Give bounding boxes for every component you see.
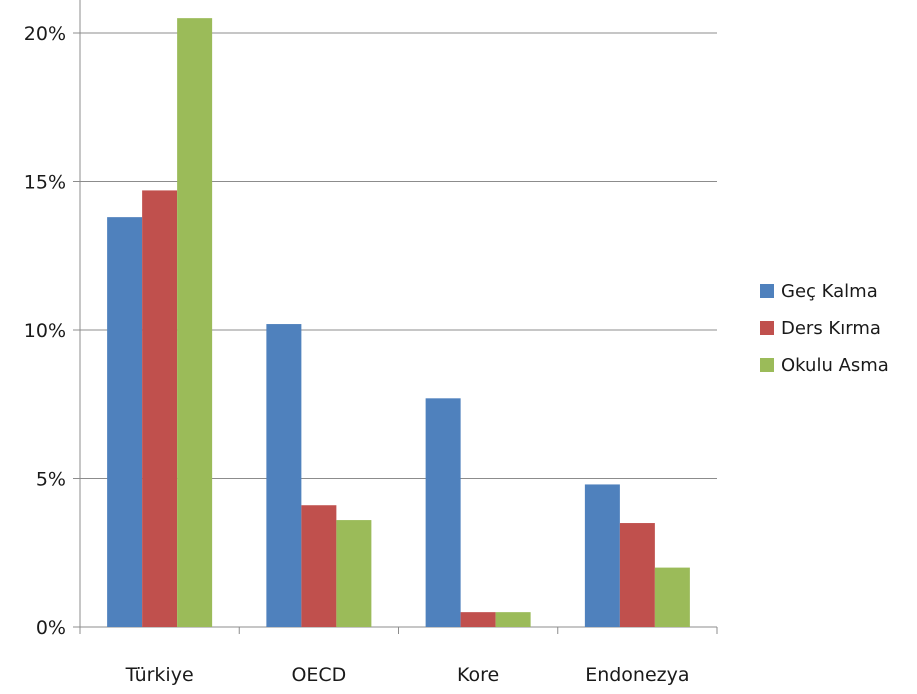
legend-swatch xyxy=(760,321,774,335)
bar xyxy=(266,324,302,627)
bar xyxy=(336,520,372,627)
bar xyxy=(177,18,213,627)
bar xyxy=(495,612,531,627)
x-tick-label: OECD xyxy=(291,664,346,686)
legend: Geç Kalma Ders Kırma Okulu Asma xyxy=(760,281,889,376)
x-tick-label: Kore xyxy=(457,664,499,686)
bar xyxy=(107,217,143,627)
bar xyxy=(460,612,496,627)
bar xyxy=(425,398,461,627)
y-tick-label: 15% xyxy=(24,172,66,194)
x-tick-label: Türkiye xyxy=(125,664,194,686)
legend-label: Ders Kırma xyxy=(781,318,881,339)
legend-swatch xyxy=(760,284,774,298)
y-tick-label: 10% xyxy=(24,320,66,342)
y-tick-label: 20% xyxy=(24,23,66,45)
legend-label: Geç Kalma xyxy=(781,281,878,302)
y-axis-ticks: 0% 5% 10% 15% 20% xyxy=(24,23,80,639)
bar xyxy=(301,505,337,627)
legend-swatch xyxy=(760,358,774,372)
y-tick-label: 5% xyxy=(36,469,66,491)
bar xyxy=(584,484,620,627)
legend-label: Okulu Asma xyxy=(781,355,889,376)
bar xyxy=(142,190,178,627)
x-axis-ticks: Türkiye OECD Kore Endonezya xyxy=(79,627,718,686)
x-tick-label: Endonezya xyxy=(585,664,689,686)
bar xyxy=(654,567,690,627)
bars xyxy=(107,18,690,627)
y-tick-label: 0% xyxy=(36,617,66,639)
bar xyxy=(619,523,655,627)
